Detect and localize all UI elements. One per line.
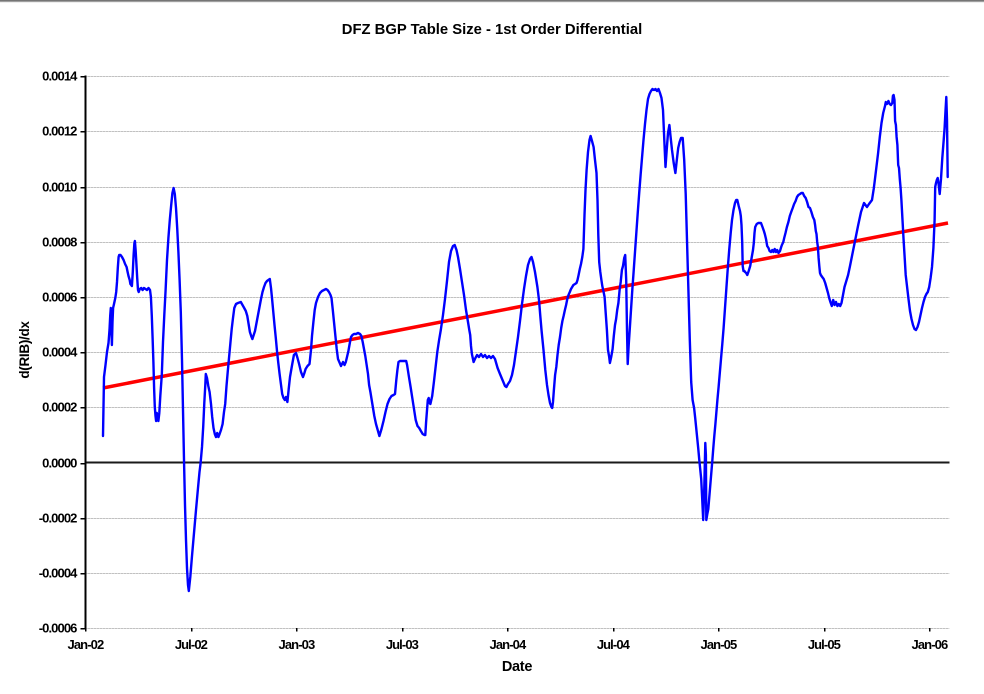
svg-text:Jul-04: Jul-04: [597, 637, 631, 652]
svg-text:Jan-03: Jan-03: [279, 637, 315, 652]
svg-text:Date: Date: [502, 659, 532, 675]
svg-text:-0.0002: -0.0002: [39, 510, 77, 525]
svg-text:Jul-05: Jul-05: [808, 637, 841, 652]
svg-text:0.0012: 0.0012: [42, 123, 77, 138]
svg-text:0.0004: 0.0004: [42, 344, 78, 359]
svg-text:Jul-03: Jul-03: [386, 637, 419, 652]
svg-text:Jan-04: Jan-04: [490, 637, 527, 652]
svg-text:-0.0006: -0.0006: [39, 620, 77, 635]
svg-text:0.0002: 0.0002: [42, 399, 77, 414]
svg-text:0.0006: 0.0006: [42, 289, 77, 304]
svg-text:0.0014: 0.0014: [42, 68, 78, 83]
svg-text:0.0010: 0.0010: [42, 179, 77, 194]
svg-text:Jan-06: Jan-06: [912, 637, 948, 652]
svg-text:Jul-02: Jul-02: [175, 637, 208, 652]
svg-text:d(RIB)/dx: d(RIB)/dx: [17, 321, 32, 379]
svg-text:Jan-02: Jan-02: [68, 637, 104, 652]
svg-text:0.0000: 0.0000: [42, 455, 77, 470]
svg-text:Jan-05: Jan-05: [701, 637, 737, 652]
svg-text:-0.0004: -0.0004: [39, 565, 78, 580]
svg-text:DFZ BGP Table Size - 1st Order: DFZ BGP Table Size - 1st Order Different…: [342, 22, 642, 38]
svg-text:0.0008: 0.0008: [42, 234, 77, 249]
